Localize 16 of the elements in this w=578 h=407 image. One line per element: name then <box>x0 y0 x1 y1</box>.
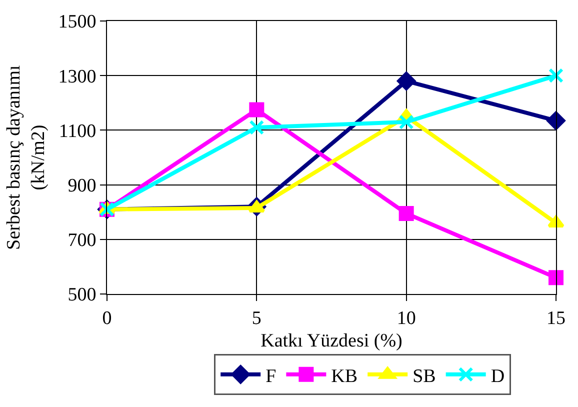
y-tick-label: 500 <box>68 284 96 306</box>
x-tick-label: 15 <box>546 308 566 329</box>
legend-label: SB <box>412 366 436 387</box>
y-tick-label: 1500 <box>58 12 96 33</box>
x-tick-label: 0 <box>102 308 112 329</box>
x-tick-label: 5 <box>252 308 262 329</box>
x-axis-title: Katkı Yüzdesi (%) <box>260 330 402 352</box>
legend-label: D <box>490 366 505 387</box>
y-tick-label: 1300 <box>58 66 96 88</box>
legend-label: F <box>266 366 276 387</box>
legend-label: KB <box>331 366 358 387</box>
y-tick-label: 700 <box>68 230 96 252</box>
y-tick-label: 900 <box>68 175 96 196</box>
x-tick-label: 10 <box>396 308 416 329</box>
y-axis-title: Serbest basınç dayanımı (kN/m2) <box>3 65 50 250</box>
y-tick-label: 1100 <box>58 120 96 142</box>
